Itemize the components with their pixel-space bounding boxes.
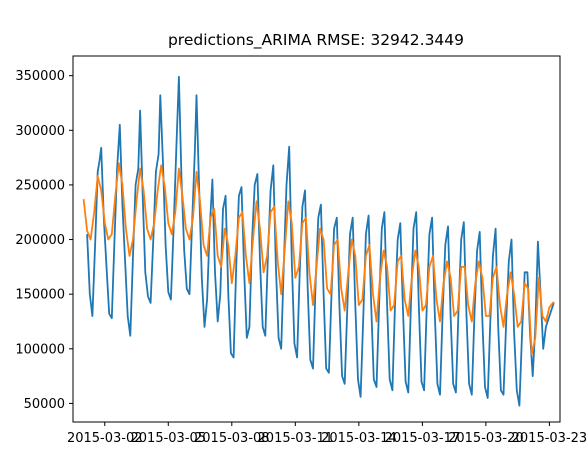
series-line-1	[86, 75, 555, 407]
y-tick-label: 100000	[15, 342, 65, 357]
plot-frame	[72, 55, 561, 423]
y-tick-label: 350000	[15, 69, 65, 84]
y-tick-label: 200000	[15, 233, 65, 248]
x-tick-label: 2015-03-11	[258, 431, 334, 446]
x-tick-label: 2015-03-17	[385, 431, 461, 446]
y-tick-label: 300000	[15, 124, 65, 139]
series-line-2	[82, 162, 555, 356]
x-tick-label: 2015-03-20	[448, 431, 524, 446]
y-tick-label: 150000	[15, 288, 65, 303]
y-axis: 50000 100000 150000 200000 250000 300000 35000…	[15, 69, 73, 412]
x-tick-label: 2015-03-02	[67, 431, 143, 446]
series-layer	[82, 75, 555, 407]
y-tick-label: 50000	[24, 397, 65, 412]
x-tick-label: 2015-03-14	[321, 431, 397, 446]
y-tick-label: 250000	[15, 178, 65, 193]
chart-title: predictions_ARIMA RMSE: 32942.3449	[168, 31, 464, 50]
x-tick-label: 2015-03-08	[194, 431, 270, 446]
x-tick-label: 2015-03-05	[131, 431, 207, 446]
x-tick-label: 2015-03-23	[512, 431, 587, 446]
x-axis: 2015-03-022015-03-052015-03-082015-03-11…	[67, 422, 587, 446]
